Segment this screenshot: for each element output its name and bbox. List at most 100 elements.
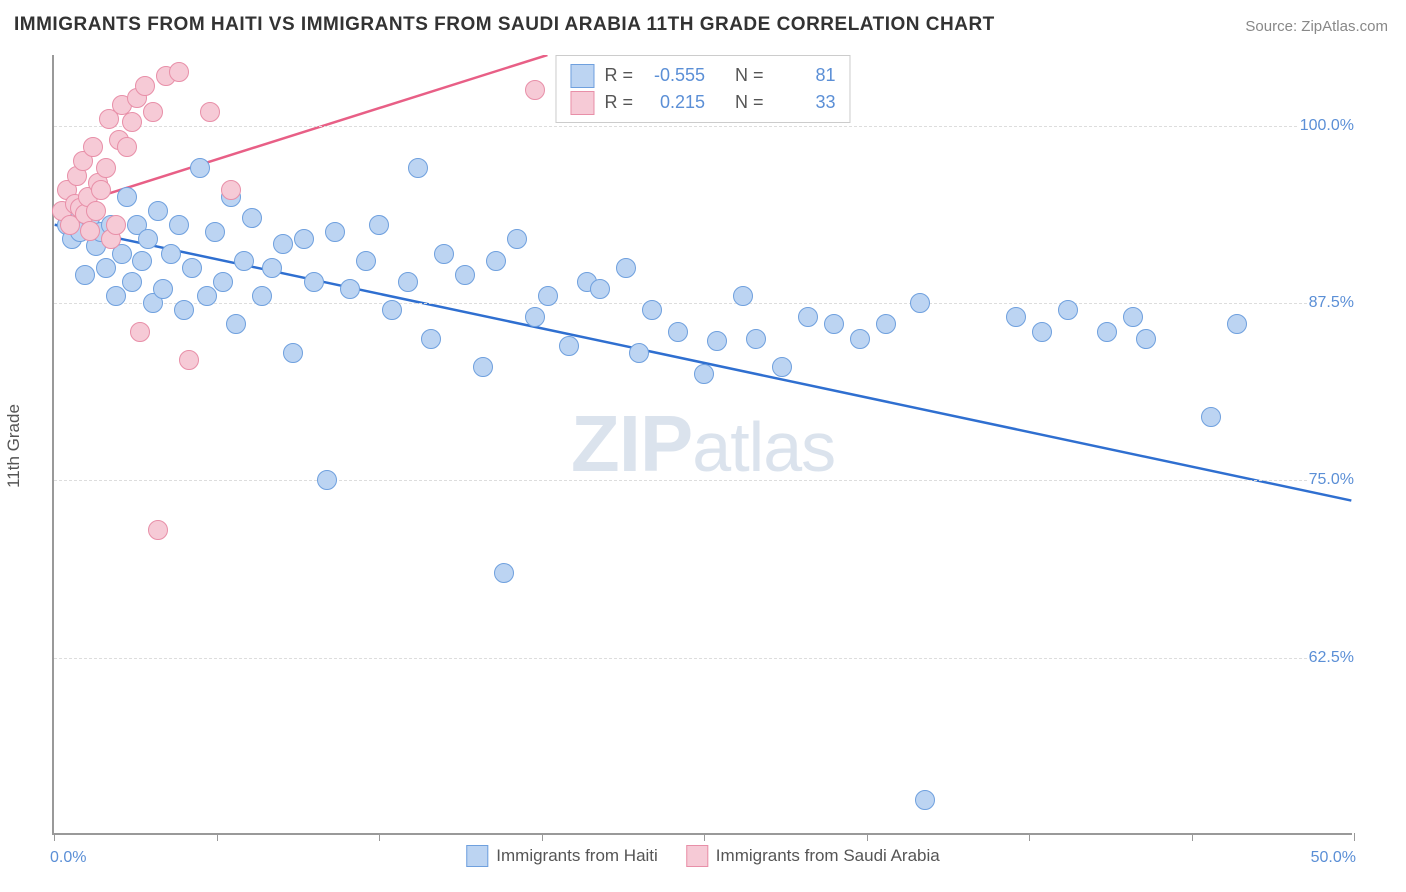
data-point-haiti — [213, 272, 233, 292]
data-point-haiti — [398, 272, 418, 292]
data-point-saudi — [148, 520, 168, 540]
data-point-haiti — [132, 251, 152, 271]
r-value-haiti: -0.555 — [643, 62, 705, 89]
data-point-saudi — [200, 102, 220, 122]
data-point-haiti — [356, 251, 376, 271]
data-point-haiti — [1227, 314, 1247, 334]
data-point-haiti — [746, 329, 766, 349]
legend: Immigrants from Haiti Immigrants from Sau… — [466, 845, 939, 867]
x-tick — [1029, 833, 1030, 841]
data-point-saudi — [80, 221, 100, 241]
y-tick-label: 75.0% — [1307, 471, 1356, 489]
x-axis-min-label: 0.0% — [50, 849, 86, 867]
regression-lines-layer — [54, 55, 1352, 833]
data-point-haiti — [106, 286, 126, 306]
data-point-saudi — [143, 102, 163, 122]
data-point-haiti — [75, 265, 95, 285]
legend-swatch-haiti — [570, 64, 594, 88]
data-point-haiti — [473, 357, 493, 377]
correlation-stats-box: R = -0.555 N = 81R = 0.215 N = 33 — [555, 55, 850, 123]
gridline — [54, 480, 1352, 481]
gridline — [54, 126, 1352, 127]
data-point-saudi — [130, 322, 150, 342]
data-point-haiti — [486, 251, 506, 271]
data-point-haiti — [642, 300, 662, 320]
chart-title: IMMIGRANTS FROM HAITI VS IMMIGRANTS FROM… — [14, 14, 995, 36]
data-point-haiti — [1032, 322, 1052, 342]
x-tick — [867, 833, 868, 841]
data-point-haiti — [668, 322, 688, 342]
data-point-haiti — [434, 244, 454, 264]
data-point-haiti — [507, 229, 527, 249]
data-point-haiti — [538, 286, 558, 306]
data-point-saudi — [117, 137, 137, 157]
data-point-haiti — [616, 258, 636, 278]
data-point-haiti — [234, 251, 254, 271]
n-value-saudi: 33 — [774, 89, 836, 116]
data-point-haiti — [369, 215, 389, 235]
data-point-haiti — [629, 343, 649, 363]
legend-swatch-saudi — [686, 845, 708, 867]
data-point-haiti — [122, 272, 142, 292]
stats-row-haiti: R = -0.555 N = 81 — [570, 62, 835, 89]
data-point-saudi — [96, 158, 116, 178]
x-tick — [704, 833, 705, 841]
data-point-haiti — [382, 300, 402, 320]
y-tick-label: 100.0% — [1298, 117, 1356, 135]
data-point-haiti — [294, 229, 314, 249]
data-point-haiti — [242, 208, 262, 228]
data-point-haiti — [325, 222, 345, 242]
data-point-haiti — [174, 300, 194, 320]
source-link[interactable]: ZipAtlas.com — [1301, 18, 1388, 35]
data-point-haiti — [455, 265, 475, 285]
legend-item-haiti: Immigrants from Haiti — [466, 845, 658, 867]
data-point-saudi — [221, 180, 241, 200]
data-point-saudi — [122, 112, 142, 132]
data-point-haiti — [283, 343, 303, 363]
data-point-haiti — [525, 307, 545, 327]
x-tick — [1192, 833, 1193, 841]
data-point-haiti — [850, 329, 870, 349]
scatter-plot: ZIPatlas R =-0.555 N =81R =0.215 N =33 0… — [52, 55, 1352, 835]
data-point-haiti — [408, 158, 428, 178]
gridline — [54, 658, 1352, 659]
data-point-haiti — [304, 272, 324, 292]
data-point-haiti — [1201, 407, 1221, 427]
x-tick — [379, 833, 380, 841]
n-label: N = — [735, 62, 764, 89]
r-value-saudi: 0.215 — [643, 89, 705, 116]
data-point-haiti — [772, 357, 792, 377]
data-point-saudi — [135, 76, 155, 96]
data-point-haiti — [876, 314, 896, 334]
r-label: R = — [604, 62, 633, 89]
data-point-haiti — [153, 279, 173, 299]
data-point-haiti — [182, 258, 202, 278]
data-point-haiti — [96, 258, 116, 278]
data-point-haiti — [494, 563, 514, 583]
y-tick-label: 87.5% — [1307, 294, 1356, 312]
data-point-haiti — [317, 470, 337, 490]
legend-item-saudi: Immigrants from Saudi Arabia — [686, 845, 940, 867]
data-point-haiti — [798, 307, 818, 327]
data-point-haiti — [910, 293, 930, 313]
data-point-haiti — [190, 158, 210, 178]
data-point-saudi — [169, 62, 189, 82]
data-point-haiti — [694, 364, 714, 384]
data-point-saudi — [525, 80, 545, 100]
legend-label-haiti: Immigrants from Haiti — [496, 846, 658, 866]
data-point-haiti — [169, 215, 189, 235]
stats-row-saudi: R =0.215 N =33 — [570, 89, 835, 116]
data-point-haiti — [273, 234, 293, 254]
data-point-haiti — [226, 314, 246, 334]
data-point-haiti — [1097, 322, 1117, 342]
source-attribution: Source: ZipAtlas.com — [1245, 18, 1388, 35]
x-tick — [54, 833, 55, 841]
data-point-saudi — [86, 201, 106, 221]
x-tick — [542, 833, 543, 841]
data-point-haiti — [117, 187, 137, 207]
data-point-haiti — [1006, 307, 1026, 327]
data-point-haiti — [733, 286, 753, 306]
n-value-haiti: 81 — [774, 62, 836, 89]
r-label: R = — [604, 89, 633, 116]
data-point-haiti — [421, 329, 441, 349]
